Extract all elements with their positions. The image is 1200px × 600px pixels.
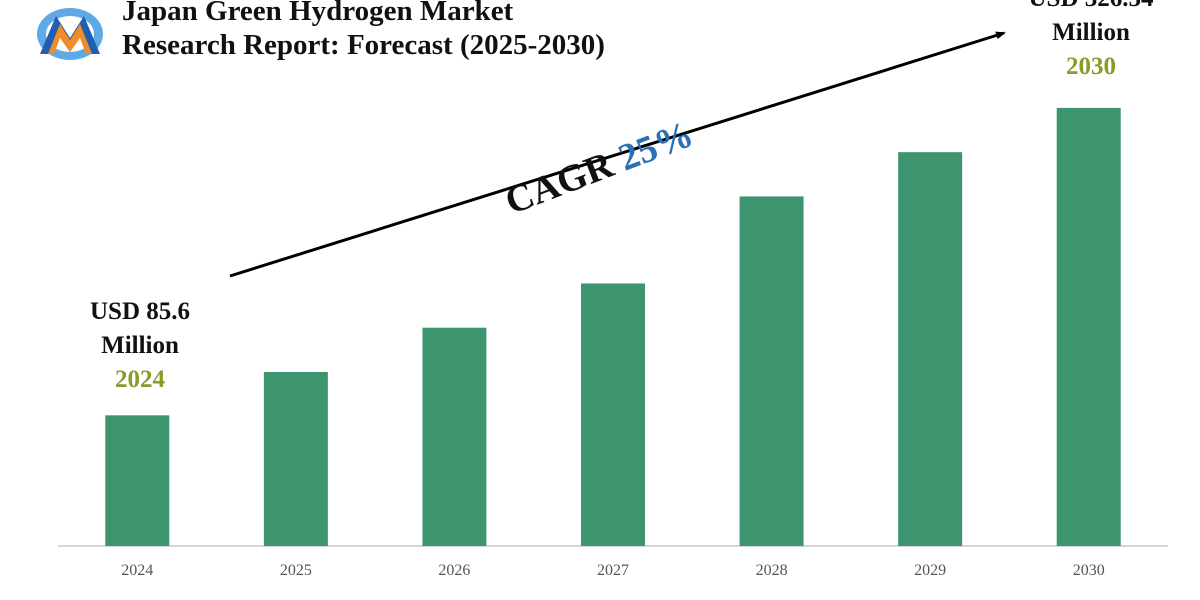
x-tick-label-2025: 2025 (280, 562, 312, 579)
growth-trend-arrow (229, 31, 1006, 278)
x-tick-label-2027: 2027 (597, 562, 629, 579)
bar-2024 (105, 415, 170, 546)
title-line-2: Research Report: Forecast (2025-2030) (122, 29, 605, 61)
bar-2029 (898, 152, 963, 546)
bar-2028 (739, 196, 804, 546)
start-amount: USD 85.6 (89, 298, 190, 325)
x-tick-label-2024: 2024 (121, 562, 153, 579)
end-year: 2030 (1066, 53, 1116, 80)
bar-2026 (422, 327, 487, 546)
bar-2027 (581, 283, 645, 546)
end-unit: Million (1052, 19, 1130, 46)
end-amount: USD 326.54 (1006, 0, 1176, 16)
x-tick-label-2029: 2029 (914, 562, 946, 579)
start-value-callout: USD 85.6 Million 2024 (60, 295, 220, 397)
x-tick-label-2028: 2028 (756, 562, 788, 579)
page-title: Japan Green Hydrogen Market Research Rep… (122, 0, 762, 62)
end-value-callout: USD 326.54 Million 2030 (1006, 0, 1176, 84)
brand-m-logo-icon (34, 4, 106, 64)
start-year: 2024 (115, 366, 165, 393)
x-tick-label-2026: 2026 (438, 562, 470, 579)
title-line-1: Japan Green Hydrogen Market (122, 0, 514, 27)
start-unit: Million (101, 332, 179, 359)
bar-2030 (1056, 107, 1121, 546)
x-tick-label-2030: 2030 (1073, 562, 1105, 579)
bar-2025 (263, 371, 328, 546)
